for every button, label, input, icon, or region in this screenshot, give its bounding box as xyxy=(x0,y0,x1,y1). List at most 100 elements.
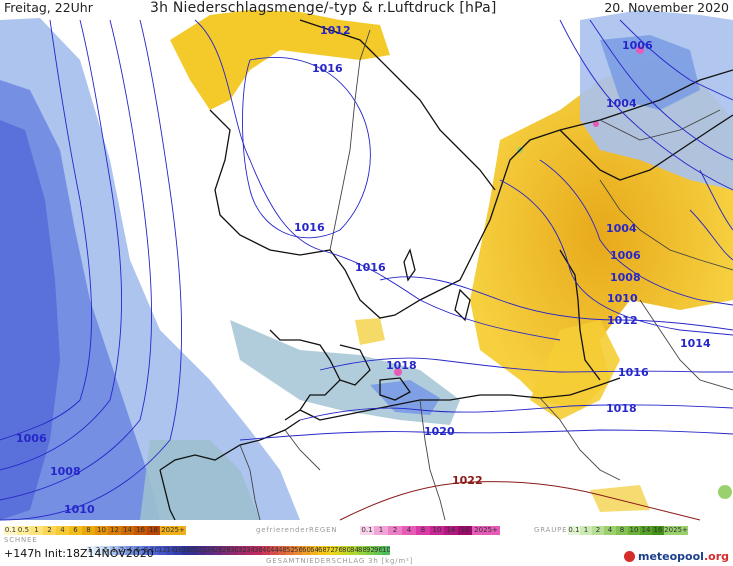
legend-swatch: 20 xyxy=(190,546,198,555)
isobar-label: 1008 xyxy=(50,465,81,478)
legend-swatch: 1 xyxy=(580,526,592,535)
legend-swatch: 0.5 xyxy=(17,526,30,535)
forecast-init: +147h Init:18Z14NOV2020 xyxy=(4,547,154,560)
isobar-label: 1016 xyxy=(294,221,325,234)
legend-swatch: 6 xyxy=(69,526,82,535)
legend-swatch: 80 xyxy=(342,546,350,555)
coastlines xyxy=(159,19,733,521)
legend-swatch: 10 xyxy=(150,546,158,555)
snow-area-netherlands xyxy=(140,440,260,520)
total-precip-label: GESAMTNIEDERSCHLAG 3h [kg/m²] xyxy=(266,557,414,565)
legend-swatch: 2025+ xyxy=(664,526,688,535)
isobar-label: 1012 xyxy=(320,24,351,37)
legend-swatch: 8 xyxy=(82,526,95,535)
isobar-label: 1014 xyxy=(680,337,711,350)
snow-area-baltic-core xyxy=(370,380,440,415)
legend-swatch: 0.1 xyxy=(360,526,374,535)
isobar-label: 1022 xyxy=(452,474,483,487)
legend-swatch: 4 xyxy=(604,526,616,535)
rain-area-island xyxy=(355,318,385,345)
legend-swatch: 30 xyxy=(230,546,238,555)
graupel-spot xyxy=(718,485,732,499)
legend-swatch: 24 xyxy=(206,546,214,555)
legend-swatch: 14 xyxy=(121,526,134,535)
isobar-label: 1010 xyxy=(64,503,95,516)
legend-swatch: 2025+ xyxy=(472,526,500,535)
isobar-label: 1004 xyxy=(606,97,637,110)
freezing-rain-scale: 0.1 1 2 4 8 10 14 16 2025+ xyxy=(360,526,500,535)
isobar-label: 1018 xyxy=(386,359,417,372)
legend-swatch: 16 xyxy=(652,526,664,535)
isobars xyxy=(0,19,733,521)
isobar-label: 1018 xyxy=(606,402,637,415)
legend-swatch: 2 xyxy=(43,526,56,535)
valid-time: Freitag, 22Uhr xyxy=(4,0,93,15)
map-title: 3h Niederschlagsmenge/-typ & r.Luftdruck… xyxy=(150,0,497,16)
isobar-label: 1004 xyxy=(606,222,637,235)
legend-swatch: 2 xyxy=(118,546,126,555)
legend-swatch: 14 xyxy=(166,546,174,555)
legend-swatch: 96 xyxy=(374,546,382,555)
rain-scale: 0.1 0.5 1 2 4 6 8 10 12 14 16 18 2025+ xyxy=(4,526,186,535)
isobar-high xyxy=(339,481,701,521)
isobar-label: 1006 xyxy=(622,39,653,52)
legend-swatch: 10 xyxy=(628,526,640,535)
legend-swatch: 60 xyxy=(302,546,310,555)
legend-swatch: 2 xyxy=(388,526,402,535)
legend-swatch: 16 xyxy=(174,546,182,555)
legend-swatch: 68 xyxy=(318,546,326,555)
legend-swatch: 16 xyxy=(458,526,472,535)
freezing-rain-label: gefrierenderREGEN xyxy=(256,526,338,534)
freezing-rain-spot xyxy=(636,46,644,54)
date-label: 20. November 2020 xyxy=(604,0,729,15)
isobar-labels: 1012 1016 1016 1016 1006 1004 1004 1006 … xyxy=(16,24,711,516)
isobar-label: 1010 xyxy=(607,292,638,305)
isobar-label: 1016 xyxy=(355,261,386,274)
legend-swatch: 10 xyxy=(95,526,108,535)
graupel-label: GRAUPEL xyxy=(534,526,573,534)
legend-swatch: 6 xyxy=(134,546,142,555)
total-precip-scale: 1 2 5 1 2 4 6 8 10 12 14 16 18 20 22 24 26 28 30 32 34 36 40 44… xyxy=(86,546,390,555)
legend-swatch: 8 xyxy=(616,526,628,535)
legend-swatch: 40 xyxy=(262,546,270,555)
legend-swatch: 88 xyxy=(358,546,366,555)
legend-swatch: 18 xyxy=(147,526,160,535)
legend-swatch: 44 xyxy=(270,546,278,555)
legend-swatch: 5 xyxy=(102,546,110,555)
meteopool-logo[interactable]: meteopool.org xyxy=(623,550,729,563)
legend-swatch: 4 xyxy=(56,526,69,535)
legend-swatch: 52 xyxy=(286,546,294,555)
logo-icon xyxy=(623,551,635,562)
isobar-label: 1016 xyxy=(618,366,649,379)
legend-swatch: 36 xyxy=(254,546,262,555)
rain-area-norway-north xyxy=(170,10,390,110)
isobar-label: 1006 xyxy=(610,249,641,262)
legend-swatch: 72 xyxy=(326,546,334,555)
legend-swatch: 26 xyxy=(214,546,222,555)
legend-swatch: 56 xyxy=(294,546,302,555)
legend-swatch: 2 xyxy=(94,546,102,555)
legend-swatch: 1 xyxy=(30,526,43,535)
legend-swatch: 4 xyxy=(126,546,134,555)
legend-swatch: 12 xyxy=(158,546,166,555)
legend-swatch: 14 xyxy=(640,526,652,535)
legend-swatch: 1 xyxy=(86,546,94,555)
snow-label: SCHNEE xyxy=(4,536,38,544)
snow-area-west-core-deep xyxy=(0,120,60,520)
legend-swatch: 28 xyxy=(222,546,230,555)
graupel-scale: 0.1 1 2 4 8 10 14 16 2025+ xyxy=(568,526,688,535)
legend-swatch: 10 xyxy=(430,526,444,535)
freezing-rain-spot xyxy=(593,121,599,127)
snow-area-northeast-core xyxy=(600,35,700,110)
legend-swatch: 0.1 xyxy=(568,526,580,535)
legend-swatch: 1 xyxy=(110,546,118,555)
logo-text: meteopool.org xyxy=(637,550,729,563)
legend-swatch: 12 xyxy=(108,526,121,535)
legend-swatch: 22 xyxy=(198,546,206,555)
legend: 0.1 0.5 1 2 4 6 8 10 12 14 16 18 2025+ gefrierenderR… xyxy=(0,522,733,566)
legend-swatch: 8 xyxy=(142,546,150,555)
legend-swatch: 92 xyxy=(366,546,374,555)
legend-swatch: 4 xyxy=(402,526,416,535)
legend-swatch: 76 xyxy=(334,546,342,555)
